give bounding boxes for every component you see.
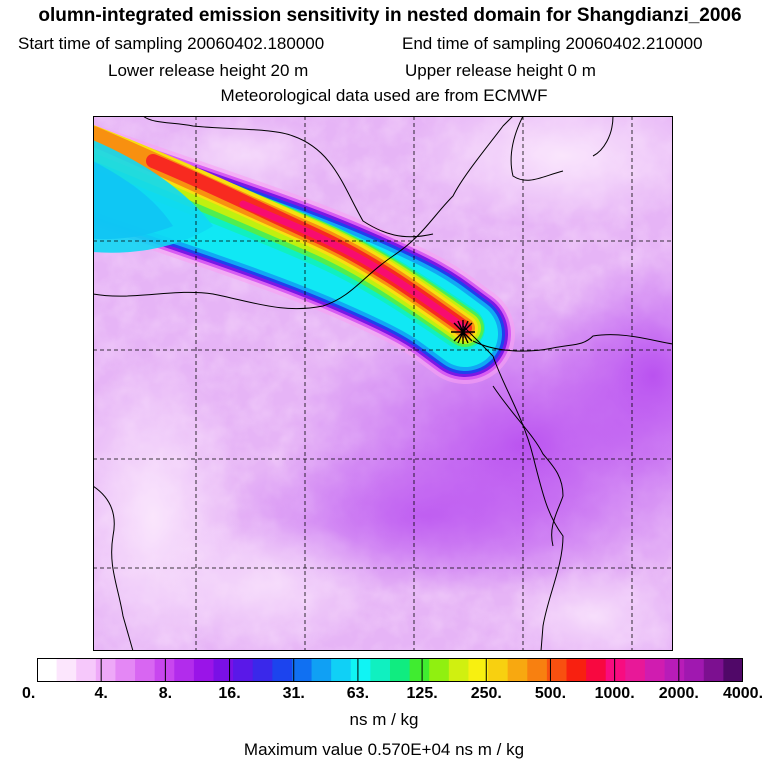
map-title: olumn-integrated emission sensitivity in… — [38, 5, 742, 26]
colorbar-tick-label: 4000. — [722, 685, 764, 702]
colorbar-cell — [135, 658, 156, 682]
colorbar-cell — [586, 658, 607, 682]
light-region-s — [503, 566, 673, 651]
colorbar-cell — [723, 658, 743, 682]
colorbar-cell — [468, 658, 489, 682]
start-time-label: Start time of sampling 20060402.180000 — [18, 34, 325, 53]
colorbar-tick-label: 125. — [406, 685, 438, 702]
light-region-sw — [143, 516, 383, 651]
lat-lon-grid — [93, 116, 673, 651]
colorbar-cell — [331, 658, 352, 682]
colorbar-tick-label: 0. — [22, 685, 36, 702]
colorbar-cell — [193, 658, 214, 682]
colorbar-cell — [252, 658, 273, 682]
map-frame — [93, 116, 673, 651]
max-value-label: Maximum value 0.570E+04 ns m / kg — [243, 740, 525, 759]
receptor-marker — [451, 320, 475, 344]
met-data-label: Meteorological data used are from ECMWF — [220, 86, 548, 105]
lower-release-label: Lower release height 20 m — [108, 61, 309, 80]
colorbar-cell — [409, 658, 430, 682]
colorbar-cell — [56, 658, 77, 682]
colorbar-cell — [213, 658, 234, 682]
colorbar-tick-label: 16. — [218, 685, 241, 702]
colorbar-cell — [429, 658, 450, 682]
colorbar-unit: ns m / kg — [349, 710, 419, 729]
colorbar-cell — [625, 658, 646, 682]
colorbar-cell — [95, 658, 116, 682]
colorbar-cell — [37, 658, 58, 682]
colorbar-cell — [448, 658, 469, 682]
upper-release-label: Upper release height 0 m — [405, 61, 596, 80]
colorbar-cell — [703, 658, 724, 682]
colorbar-cell — [370, 658, 391, 682]
colorbar-tick-label: 2000. — [658, 685, 699, 702]
colorbar-tick-label: 250. — [470, 685, 502, 702]
colorbar-tick-label: 4. — [94, 685, 108, 702]
colorbar-cell — [272, 658, 293, 682]
colorbar-cell — [664, 658, 685, 682]
sensitivity-map — [93, 116, 673, 651]
coastlines — [93, 116, 673, 651]
end-time-label: End time of sampling 20060402.210000 — [402, 34, 703, 53]
colorbar-cell — [684, 658, 705, 682]
colorbar-cell — [566, 658, 587, 682]
colorbar-cell — [311, 658, 332, 682]
colorbar-tick-label: 8. — [158, 685, 173, 702]
colorbar-cell — [233, 658, 254, 682]
colorbar-cell — [115, 658, 136, 682]
colorbar-tick-label: 500. — [534, 685, 567, 702]
colorbar-cell — [154, 658, 175, 682]
colorbar-cell — [291, 658, 313, 682]
colorbar-cell — [174, 658, 195, 682]
colorbar-tick-label: 63. — [346, 685, 370, 702]
colorbar-cell — [390, 658, 411, 682]
colorbar-cell — [76, 658, 97, 682]
colorbar — [37, 658, 743, 682]
colorbar-cell — [350, 658, 371, 682]
colorbar-cell — [605, 658, 626, 682]
colorbar-cell — [644, 658, 666, 682]
colorbar-tick-label: 31. — [282, 685, 305, 702]
colorbar-tick-label: 1000. — [594, 685, 635, 702]
colorbar-cell — [507, 658, 528, 682]
colorbar-cell — [488, 658, 509, 682]
colorbar-cell — [527, 658, 548, 682]
colorbar-cell — [546, 658, 567, 682]
dark-region-east — [543, 256, 673, 496]
